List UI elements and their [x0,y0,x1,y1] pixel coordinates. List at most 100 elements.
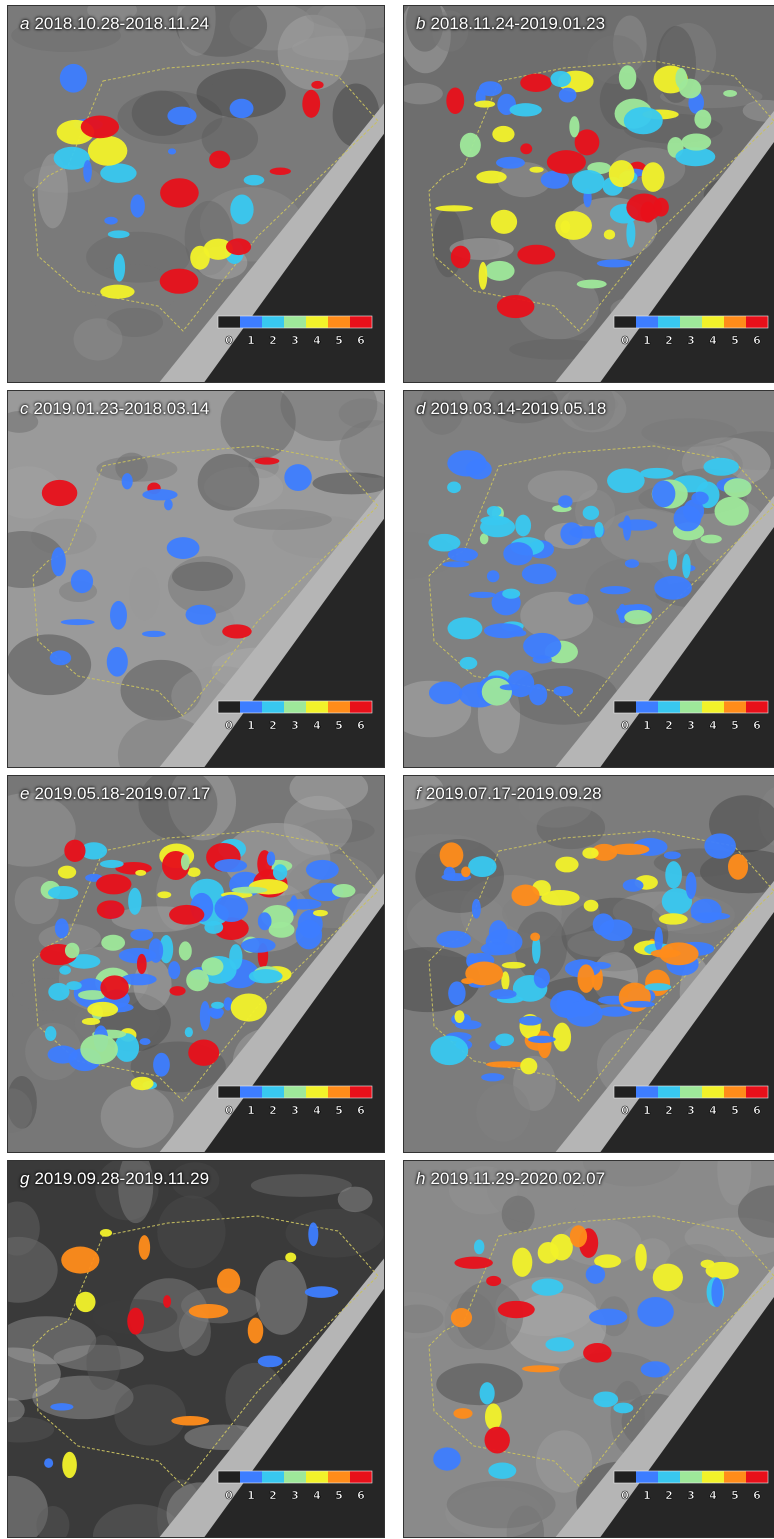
panel-dates: 2019.01.23-2018.03.14 [34,399,210,418]
change-patch [59,966,71,975]
legend-label: 1 [247,719,255,732]
legend-swatch [218,701,240,713]
change-patch [163,1295,171,1308]
change-patch [446,87,464,114]
legend-swatch [614,316,636,328]
change-patch [81,115,119,138]
change-patch [157,891,171,898]
change-patch [624,610,652,624]
change-patch [500,684,520,690]
legend-label: 2 [269,334,277,347]
change-patch [454,1010,464,1023]
change-patch [465,962,503,986]
change-patch [545,1337,574,1351]
change-patch [641,1361,670,1377]
change-patch [61,619,95,625]
panel-letter: h [416,1169,425,1188]
change-patch [48,886,78,899]
change-patch [682,133,712,150]
change-patch [306,860,339,880]
change-patch [255,457,280,464]
legend-swatch [218,1086,240,1098]
change-patch [200,1001,210,1031]
change-patch [286,899,321,910]
change-patch [665,861,682,888]
change-patch [160,269,199,294]
legend-swatch [240,1471,262,1483]
terrain [202,117,258,160]
change-patch [496,157,525,169]
change-patch [100,285,134,299]
change-patch [241,938,276,953]
change-patch [522,1365,559,1372]
change-patch [469,592,496,598]
legend-label: 2 [665,334,673,347]
legend-swatch [240,316,262,328]
change-patch [520,143,532,154]
change-patch [179,941,192,960]
change-patch [444,867,456,881]
change-patch [626,193,662,221]
change-patch [66,981,82,990]
change-patch [520,74,552,92]
change-patch [609,160,635,187]
terrain [476,1083,530,1141]
legend-swatch [328,316,350,328]
legend-label: 5 [335,1104,343,1117]
legend-swatch [702,701,724,713]
change-patch [694,110,711,129]
change-patch [302,90,320,118]
change-patch [461,867,470,878]
legend-swatch [350,316,372,328]
change-patch [538,1242,559,1264]
legend-swatch [350,701,372,713]
change-patch [188,1040,219,1066]
legend-label: 0 [225,1489,233,1502]
panel-letter: g [20,1169,29,1188]
change-patch [472,899,481,919]
change-patch [454,1257,493,1269]
change-patch [468,856,496,877]
legend-label: 4 [313,719,321,732]
terrain [96,456,177,481]
change-patch [71,569,93,593]
legend-label: 5 [335,1489,343,1502]
change-patch [530,932,540,941]
change-patch [127,1308,144,1335]
legend-swatch [306,1086,328,1098]
legend-label: 3 [291,1489,299,1502]
change-patch [226,238,251,255]
legend-label: 5 [731,719,739,732]
change-patch [482,678,512,706]
legend-label: 3 [291,719,299,732]
legend-label: 4 [313,1104,321,1117]
legend-label: 0 [621,1489,629,1502]
legend-swatch [350,1086,372,1098]
panel-dates: 2019.03.14-2019.05.18 [430,399,606,418]
change-patch [214,895,248,922]
change-patch [635,1244,646,1271]
change-patch [100,163,136,182]
change-patch [652,481,675,508]
legend-label: 1 [247,1489,255,1502]
change-patch [570,1225,587,1247]
change-patch [128,888,141,915]
change-patch [485,261,515,281]
change-patch [269,922,295,938]
change-patch [541,890,579,906]
legend-label: 3 [291,334,299,347]
change-patch [62,1452,77,1478]
change-patch [486,1276,501,1286]
change-patch [498,1301,535,1318]
change-patch [485,1427,510,1454]
change-patch [691,899,722,924]
legend-swatch [746,1086,768,1098]
legend-label: 3 [687,1489,695,1502]
legend-swatch [306,1471,328,1483]
change-patch [489,920,508,945]
terrain [198,454,260,511]
change-patch [305,1286,338,1298]
